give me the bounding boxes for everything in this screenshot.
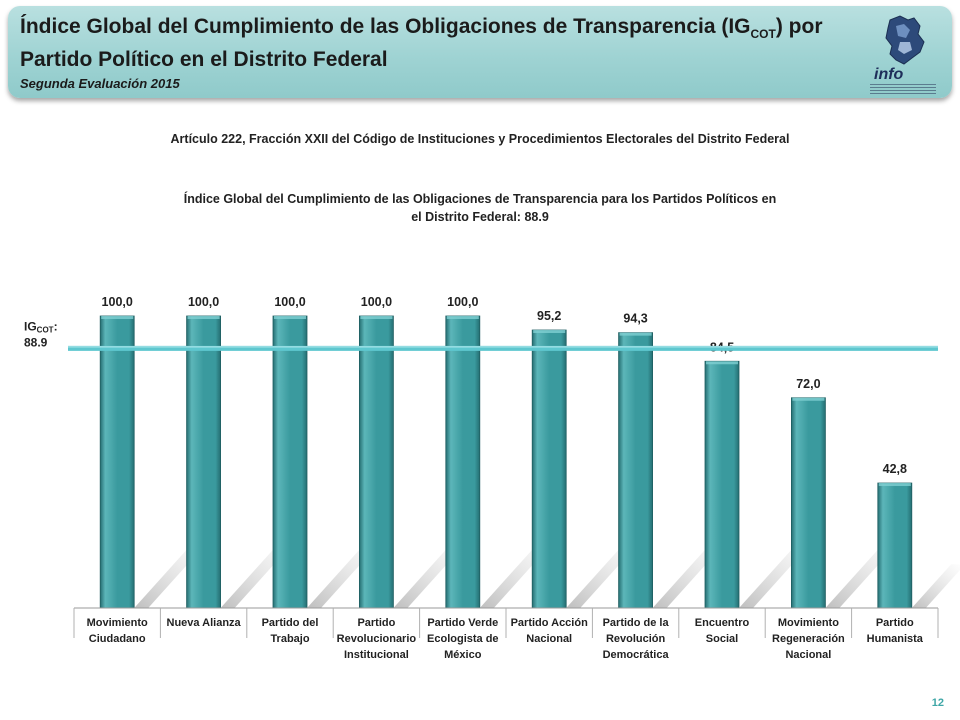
category-label-7: Encuentro Social xyxy=(695,617,750,645)
category-label-4: Partido Verde Ecologista de México xyxy=(427,617,499,661)
category-label-line: Partido Acción xyxy=(511,617,588,629)
category-label-9: Partido Humanista xyxy=(867,617,924,645)
category-label-line: Partido xyxy=(357,617,395,629)
reference-label-suffix: : xyxy=(54,319,58,333)
bar-2 xyxy=(272,315,308,609)
logo-text: info xyxy=(874,66,904,83)
data-label-0: 100,0 xyxy=(102,295,133,309)
page-title-part2: ) por Partido Político en el Distrito Fe… xyxy=(20,15,823,72)
category-label-line: Partido Verde xyxy=(427,617,498,629)
category-label-line: Revolución xyxy=(606,633,666,645)
data-label-2: 100,0 xyxy=(274,295,305,309)
data-label-9: 42,8 xyxy=(883,462,907,476)
category-label-line: Nueva Alianza xyxy=(167,617,242,629)
bar-highlight-7 xyxy=(706,361,738,365)
category-label-5: Partido Acción Nacional xyxy=(511,617,588,645)
page-title-part1: Índice Global del Cumplimiento de las Ob… xyxy=(20,15,751,38)
category-label-line: Nacional xyxy=(526,633,572,645)
bar-highlight-2 xyxy=(274,316,306,319)
bar-6 xyxy=(618,332,653,609)
page-title-subscript: COT xyxy=(750,27,776,42)
infodf-logo-icon: info xyxy=(870,12,936,94)
reference-label-prefix: IG xyxy=(24,319,37,333)
category-label-line: Partido de la xyxy=(603,617,670,629)
article-reference: Artículo 222, Fracción XXII del Código d… xyxy=(170,132,790,146)
bar-highlight-9 xyxy=(878,483,911,487)
category-label-8: Movimiento Regeneración Nacional xyxy=(772,617,845,661)
page-title: Índice Global del Cumplimiento de las Ob… xyxy=(20,14,840,73)
bar-highlight-3 xyxy=(360,316,393,319)
category-label-line: Revolucionario xyxy=(337,633,417,645)
category-label-line: Humanista xyxy=(867,633,924,645)
reference-label-sub: COT xyxy=(37,325,54,334)
category-label-2: Partido del Trabajo xyxy=(262,617,319,645)
data-label-6: 94,3 xyxy=(623,312,647,326)
bar-highlight-0 xyxy=(101,316,134,319)
bar-highlight-8 xyxy=(792,397,825,401)
category-label-line: Democrática xyxy=(603,649,670,661)
district-map-icon xyxy=(885,15,925,65)
bar-1 xyxy=(186,315,222,609)
category-label-line: Social xyxy=(706,633,738,645)
category-label-line: México xyxy=(444,649,482,661)
bar-highlight-6 xyxy=(619,332,652,336)
category-label-line: Partido del xyxy=(262,617,319,629)
data-label-3: 100,0 xyxy=(361,295,392,309)
logo-fine-print xyxy=(870,84,936,94)
category-label-1: Nueva Alianza xyxy=(167,617,242,629)
data-label-4: 100,0 xyxy=(447,295,478,309)
bar-5 xyxy=(531,329,567,609)
bar-highlight-1 xyxy=(187,316,220,319)
chart-title: Índice Global del Cumplimiento de las Ob… xyxy=(183,192,777,224)
category-label-line: Movimiento xyxy=(778,617,839,629)
bar-0 xyxy=(99,315,135,609)
bar-8 xyxy=(791,397,826,609)
category-label-line: Trabajo xyxy=(270,633,309,645)
category-label-line: Ciudadano xyxy=(89,633,146,645)
page-number: 12 xyxy=(931,697,944,709)
category-label-line: Partido xyxy=(876,617,914,629)
data-label-1: 100,0 xyxy=(188,295,219,309)
category-label-line: Regeneración xyxy=(772,633,845,645)
bar-highlight-5 xyxy=(533,330,566,334)
category-label-line: Encuentro xyxy=(695,617,750,629)
category-label-6: Partido de la Revolución Democrática xyxy=(603,617,670,661)
header-banner: Índice Global del Cumplimiento de las Ob… xyxy=(8,6,952,98)
category-label-0: Movimiento Ciudadano xyxy=(87,617,148,645)
reference-line-value: 88.9 xyxy=(24,335,48,349)
bar-4 xyxy=(445,315,481,609)
category-label-line: Institucional xyxy=(344,649,409,661)
bar-9 xyxy=(877,482,913,609)
data-label-8: 72,0 xyxy=(796,377,820,391)
page-subtitle: Segunda Evaluación 2015 xyxy=(20,76,180,91)
bar-3 xyxy=(358,315,394,609)
category-label-line: Nacional xyxy=(785,649,831,661)
data-label-5: 95,2 xyxy=(537,309,561,323)
bar-shadow xyxy=(911,564,960,608)
category-label-3: Partido Revolucionario Institucional xyxy=(337,617,417,661)
reference-line-label: IGCOT: xyxy=(24,319,58,334)
category-label-line: Ecologista de xyxy=(427,633,499,645)
bar-7 xyxy=(704,360,740,609)
bar-chart: 100,0100,0100,0100,0100,095,294,384,572,… xyxy=(24,295,960,661)
category-label-line: Movimiento xyxy=(87,617,148,629)
bar-highlight-4 xyxy=(446,316,479,319)
